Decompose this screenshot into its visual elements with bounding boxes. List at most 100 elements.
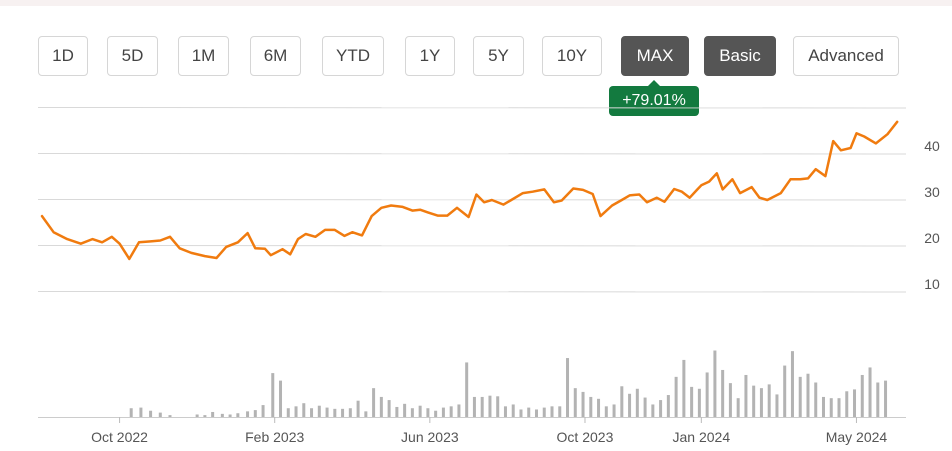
- volume-bar: [403, 403, 407, 417]
- y-tick-label: 40: [924, 138, 940, 154]
- volume-bar: [550, 406, 554, 417]
- volume-bar: [589, 396, 593, 417]
- volume-bar: [253, 410, 257, 417]
- range-button-5y[interactable]: 5Y: [473, 36, 524, 76]
- volume-bar: [434, 410, 438, 417]
- volume-bar: [325, 407, 329, 417]
- volume-bar: [853, 389, 857, 417]
- volume-bar: [628, 393, 632, 417]
- volume-bar: [286, 408, 290, 417]
- volume-bar: [705, 372, 709, 417]
- volume-bar: [511, 404, 515, 417]
- volume-bar: [674, 376, 678, 417]
- volume-bar: [441, 407, 445, 417]
- volume-bar: [333, 408, 337, 417]
- volume-bar: [690, 386, 694, 417]
- volume-bar: [682, 359, 686, 417]
- volume-bar: [806, 373, 810, 417]
- volume-bar: [271, 373, 275, 417]
- volume-bar: [713, 350, 717, 417]
- volume-bar: [294, 406, 298, 417]
- volume-bar: [488, 395, 492, 417]
- volume-bar: [534, 409, 538, 417]
- range-button-1d[interactable]: 1D: [38, 36, 88, 76]
- volume-bar: [341, 408, 345, 417]
- volume-bar: [697, 388, 701, 417]
- volume-bar: [203, 415, 207, 417]
- volume-bar: [837, 398, 841, 417]
- volume-bar: [759, 388, 763, 417]
- volume-bar: [744, 374, 748, 417]
- volume-bar: [868, 367, 872, 417]
- volume-bar: [139, 407, 143, 417]
- gridline: [37, 245, 907, 247]
- volume-bar: [860, 374, 864, 417]
- range-button-1m[interactable]: 1M: [178, 36, 229, 76]
- volume-bar: [503, 406, 507, 417]
- range-button-6m[interactable]: 6M: [250, 36, 301, 76]
- volume-bar: [651, 404, 655, 417]
- volume-bar: [261, 405, 265, 417]
- range-button-ytd[interactable]: YTD: [322, 36, 384, 76]
- x-tick-label: Jan 2024: [673, 429, 731, 445]
- mode-button-basic[interactable]: Basic: [704, 36, 776, 76]
- change-badge: +79.01%: [609, 80, 699, 116]
- y-tick-label: 20: [924, 230, 940, 246]
- volume-bar: [228, 414, 232, 417]
- volume-bar: [659, 400, 663, 417]
- volume-bar: [643, 397, 647, 417]
- volume-bar: [302, 403, 306, 417]
- volume-bar: [721, 369, 725, 417]
- volume-bar: [829, 398, 833, 417]
- top-strip: [0, 0, 952, 6]
- volume-bar: [418, 405, 422, 417]
- range-button-5d[interactable]: 5D: [107, 36, 158, 76]
- y-tick-label: 10: [924, 276, 940, 292]
- volume-bar: [387, 400, 391, 417]
- volume-bar: [356, 400, 360, 417]
- volume-bar: [426, 408, 430, 417]
- volume-bar: [246, 411, 250, 417]
- volume-bar: [236, 413, 240, 417]
- x-tick-label: May 2024: [826, 429, 888, 445]
- y-tick-label: 30: [924, 184, 940, 200]
- volume-bar: [527, 407, 531, 417]
- volume-bar: [410, 408, 414, 417]
- volume-bar: [604, 406, 608, 417]
- x-tick-label: Feb 2023: [245, 429, 304, 445]
- volume-bar: [752, 385, 756, 417]
- gridline: [37, 107, 907, 109]
- volume-bar: [195, 414, 199, 417]
- volume-bar: [728, 383, 732, 417]
- volume-bar: [566, 358, 570, 417]
- gridline: [37, 153, 907, 155]
- volume-bar: [168, 415, 172, 417]
- x-tick-label: Oct 2023: [557, 429, 614, 445]
- volume-bar: [364, 411, 368, 417]
- volume-bar: [220, 413, 224, 417]
- range-button-max[interactable]: MAX: [621, 36, 689, 76]
- volume-bar: [542, 407, 546, 417]
- volume-bar: [457, 404, 461, 417]
- volume-bar: [310, 408, 314, 417]
- mode-button-advanced[interactable]: Advanced: [793, 36, 899, 76]
- volume-bar: [775, 394, 779, 417]
- volume-bar: [279, 380, 283, 417]
- range-button-1y[interactable]: 1Y: [405, 36, 455, 76]
- volume-bar: [581, 391, 585, 417]
- x-tick-label: Jun 2023: [401, 429, 459, 445]
- volume-bar: [736, 398, 740, 417]
- gridline: [37, 199, 907, 201]
- volume-bar: [317, 405, 321, 417]
- volume-bar: [496, 396, 500, 417]
- volume-bar: [211, 411, 215, 417]
- volume-bar: [449, 406, 453, 417]
- volume-bar: [372, 388, 376, 417]
- range-button-10y[interactable]: 10Y: [542, 36, 602, 76]
- volume-bar: [465, 362, 469, 417]
- volume-bar: [620, 386, 624, 417]
- volume-bar: [480, 396, 484, 417]
- volume-bar: [348, 408, 352, 417]
- volume-bar: [767, 384, 771, 417]
